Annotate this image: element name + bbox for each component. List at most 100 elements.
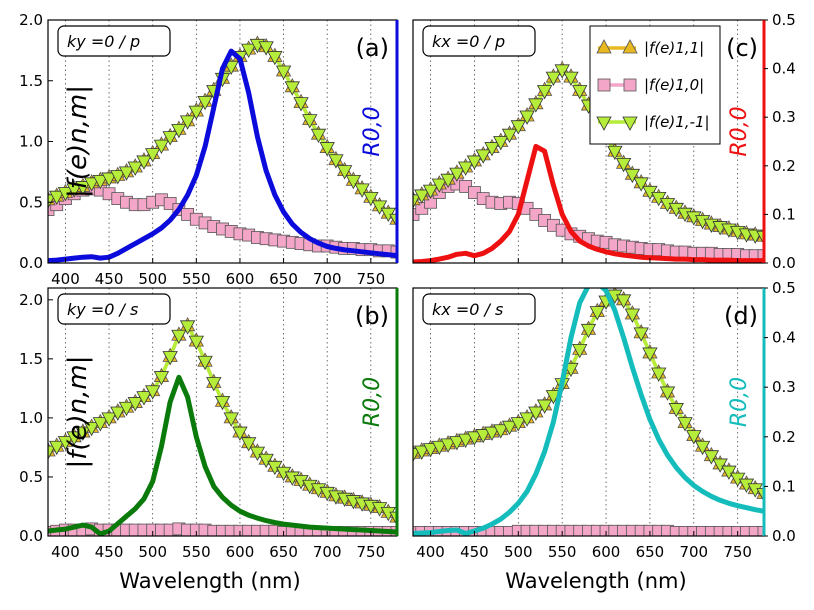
marker-f1m1 [756,230,764,246]
panel-d: 400 450 500 550 600 650 700 750 0.0 0.1 0.2 0.3 0.4 0… [412,279,796,561]
marker-f1m1 [651,367,667,382]
marker-f1m1 [118,401,135,417]
y-right-tick-label: 0.2 [772,157,796,175]
marker-f1m1 [223,60,239,76]
x-tick-label: 550 [182,270,211,288]
y-tick-label: 1.0 [19,133,43,151]
marker-f1m1 [232,426,248,441]
marker-f1m1 [136,391,152,406]
y-tick-label: 2.0 [19,291,43,309]
marker-f1m1 [607,145,623,161]
marker-f1m1 [188,105,204,120]
marker-f1m1 [258,41,274,56]
marker-f1m1 [431,178,447,193]
marker-f1m1 [431,440,447,456]
y-axis-label-right: R0,0 [360,106,385,156]
marker-f1m1 [171,329,187,345]
marker-f1m1 [572,344,588,359]
marker-f1m1 [179,320,196,335]
y-right-tick-label: 0.3 [772,378,796,396]
marker-f1m1 [449,167,465,182]
marker-f1m1 [136,155,152,170]
y-tick-label: 0.5 [19,468,43,486]
marker-f1m1 [101,412,117,427]
marker-f1m1 [624,308,641,323]
marker-f1m1 [57,436,74,451]
legend-label: |f(e)1,1| [644,39,704,57]
marker-f1m1 [712,458,728,473]
y-tick-label: 1.5 [19,350,43,368]
marker-f1m1 [493,136,509,151]
x-tick-label: 400 [51,270,80,288]
legend-label: |f(e)1,0| [644,76,704,94]
marker-f1m1 [328,154,344,169]
marker-f1m1 [197,96,213,111]
marker-f1m1 [267,51,283,66]
y-axis-label-left: |f(e)n,m| [63,85,93,198]
annotation-box [422,25,536,57]
marker-f1m1 [110,406,126,421]
y-right-tick-label: 0.5 [772,11,796,29]
series-line-reflectance [413,143,764,263]
panel-label: (b) [355,302,389,330]
x-tick-label: 400 [416,543,445,561]
marker-f1m1 [302,114,318,129]
legend-marker [596,39,612,54]
y-right-tick-label: 0.3 [772,108,796,126]
marker-f1m1 [179,115,196,130]
panel-label: (d) [724,302,758,330]
x-tick-label: 450 [95,270,124,288]
marker-f1m1 [389,213,397,229]
panel-b: 400 450 500 550 600 650 700 750 0.0 0.5 1.0 1.5 2.0 k… [19,287,399,561]
marker-f1m1 [57,187,74,202]
series-line-reflectance [413,288,764,536]
marker-f1m1 [642,347,658,362]
marker-f1m1 [484,426,500,441]
marker-f1m1 [336,165,353,180]
y-tick-label: 1.0 [19,409,43,427]
y-axis-label-right: R0,0 [727,106,752,156]
marker-f1m1 [284,81,300,96]
marker-f1m1 [92,174,109,190]
marker-f1m1 [519,412,535,427]
marker-f1m1 [275,65,292,80]
marker-f1m1 [414,445,430,460]
marker-f1m1 [214,395,231,411]
marker-f1m1 [519,110,535,125]
marker-f1m1 [633,177,649,192]
marker-f1m1 [554,64,570,79]
marker-f1m1 [171,123,187,139]
y-axis-label-right: R0,0 [727,377,752,427]
plot-area [413,288,764,536]
annotation-box [57,293,171,325]
x-tick-label: 750 [723,543,752,561]
x-tick-label: 750 [357,543,386,561]
x-tick-label: 400 [51,543,80,561]
y-right-tick-label: 0.1 [772,477,796,495]
marker-f1m1 [563,71,579,86]
marker-f1m1 [83,177,100,192]
marker-f1m1 [536,85,553,100]
marker-f1m1 [371,200,388,215]
marker-f1m1 [633,327,649,342]
legend-marker [597,78,611,92]
panels: 400 450 500 550 600 650 700 750 0.0 0.5 1.0 1.5 2.0 k… [19,11,796,561]
marker-f1m1 [101,172,117,187]
marker-f1m1 [589,306,605,321]
legend: |f(e)1,1| |f(e)1,0| |f(e)1,-1| [589,25,721,145]
legend-label: |f(e)1,-1| [644,113,710,131]
marker-f1m1 [293,97,309,112]
series-line-reflectance [48,48,397,263]
x-tick-label: 450 [460,543,489,561]
y-right-tick-label: 0.0 [772,527,796,545]
marker-f1m1 [475,429,491,444]
x-axis-label-left: Wavelength (nm) [119,569,300,593]
marker-f1m1 [310,128,327,144]
panel-a: 400 450 500 550 600 650 700 750 0.0 0.5 1.0 1.5 2.0 k… [19,11,399,288]
y-axis-label-left: |f(e)n,m| [63,355,93,468]
series-line-reflectance [48,374,397,536]
marker-f1m1 [501,128,518,144]
marker-f1m1 [110,170,126,185]
marker-f1m1 [83,421,100,437]
marker-f1m1 [677,417,693,432]
